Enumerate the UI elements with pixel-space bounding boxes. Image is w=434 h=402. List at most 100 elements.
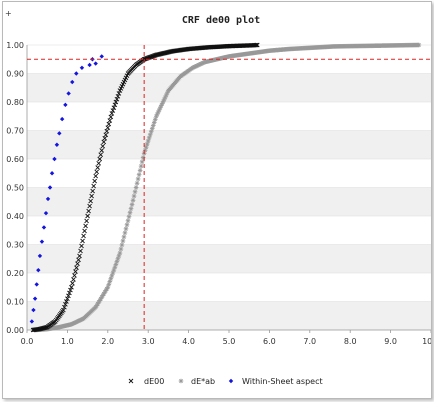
series-de00	[30, 42, 260, 333]
data-point	[80, 238, 85, 244]
data-point	[43, 210, 49, 216]
data-point	[119, 242, 125, 248]
data-point	[138, 163, 144, 169]
data-point	[110, 108, 116, 113]
y-tick-label: 0.10	[6, 298, 24, 307]
series-de-ab	[32, 42, 422, 333]
corner-mark: +	[5, 9, 12, 18]
data-point	[32, 296, 38, 301]
data-point	[100, 143, 106, 149]
data-point	[59, 116, 65, 122]
data-point	[114, 259, 120, 264]
data-point	[112, 102, 118, 108]
data-point	[140, 155, 146, 160]
x-tick-label: 10.0	[422, 337, 431, 346]
reference-lines	[27, 45, 431, 330]
x-tick-label: 9.0	[384, 337, 397, 346]
data-point	[76, 257, 81, 263]
data-point	[120, 238, 126, 244]
data-point	[113, 99, 119, 105]
data-point	[92, 178, 97, 184]
data-point	[89, 193, 94, 199]
data-point	[101, 139, 107, 145]
data-point	[66, 293, 71, 299]
data-point	[99, 148, 105, 153]
x-tick-label: 4.0	[182, 337, 195, 346]
plot-bands	[27, 44, 431, 331]
legend-marker	[178, 378, 184, 384]
legend: dE00 dE*ab Within-Sheet aspect	[128, 377, 323, 386]
legend-label: Within-Sheet aspect	[242, 377, 323, 386]
y-tick-label: 0.20	[6, 269, 24, 278]
data-point	[115, 93, 121, 99]
series-within-sheet-aspect	[29, 54, 104, 324]
data-point	[133, 185, 139, 190]
data-point	[61, 307, 66, 313]
data-point	[57, 131, 62, 136]
data-point	[97, 156, 103, 162]
data-point	[104, 128, 110, 134]
data-point	[85, 213, 90, 219]
data-point	[116, 91, 122, 96]
data-point	[130, 198, 136, 203]
data-point	[70, 281, 75, 286]
y-tick-label: 0.50	[6, 184, 24, 193]
y-tick-label: 0.30	[6, 241, 24, 250]
x-tick-label: 2.0	[101, 337, 114, 346]
data-point	[82, 228, 87, 234]
data-point	[88, 198, 93, 204]
y-tick-label: 0.60	[6, 155, 24, 164]
data-point	[52, 156, 57, 162]
data-point	[254, 42, 260, 48]
data-point	[77, 253, 82, 259]
data-point	[91, 183, 96, 189]
data-point	[65, 296, 70, 301]
data-point	[128, 206, 134, 211]
data-point	[39, 239, 45, 244]
data-point	[72, 273, 77, 278]
data-point	[114, 96, 120, 102]
data-point	[117, 250, 123, 256]
data-point	[84, 218, 89, 224]
data-point	[73, 269, 78, 274]
data-point	[49, 171, 55, 176]
data-point	[74, 265, 79, 270]
data-point	[54, 142, 60, 147]
data-point	[122, 230, 128, 236]
data-point	[118, 246, 124, 252]
data-point	[83, 223, 88, 229]
data-point	[98, 152, 104, 158]
data-point	[94, 169, 100, 175]
legend-label: dE*ab	[191, 377, 215, 386]
y-tick-label: 0.70	[6, 127, 24, 136]
legend-marker	[228, 378, 234, 384]
data-point	[111, 105, 117, 111]
data-point	[68, 287, 73, 293]
data-point	[87, 203, 92, 209]
data-point	[253, 42, 259, 48]
data-point	[123, 226, 129, 232]
x-tick-label: 3.0	[142, 337, 155, 346]
data-point	[132, 189, 138, 195]
chart-title: CRF de00 plot	[182, 15, 260, 26]
grid-band	[27, 130, 431, 159]
data-point	[69, 284, 74, 290]
data-point	[102, 136, 108, 141]
grid-band	[27, 244, 431, 273]
data-point	[135, 176, 141, 182]
x-tick-label: 1.0	[61, 337, 74, 346]
data-point	[127, 210, 133, 215]
data-point	[125, 218, 131, 224]
data-point	[75, 261, 80, 267]
y-tick-label: 1.00	[6, 41, 24, 50]
data-point	[96, 160, 102, 166]
data-point	[62, 304, 67, 310]
x-tick-label: 8.0	[344, 337, 357, 346]
x-tick-label: 5.0	[223, 337, 236, 346]
x-tick-label: 0.0	[21, 337, 34, 346]
data-point	[95, 165, 101, 170]
data-point	[136, 172, 142, 177]
data-point	[108, 114, 114, 120]
data-point	[109, 273, 115, 279]
